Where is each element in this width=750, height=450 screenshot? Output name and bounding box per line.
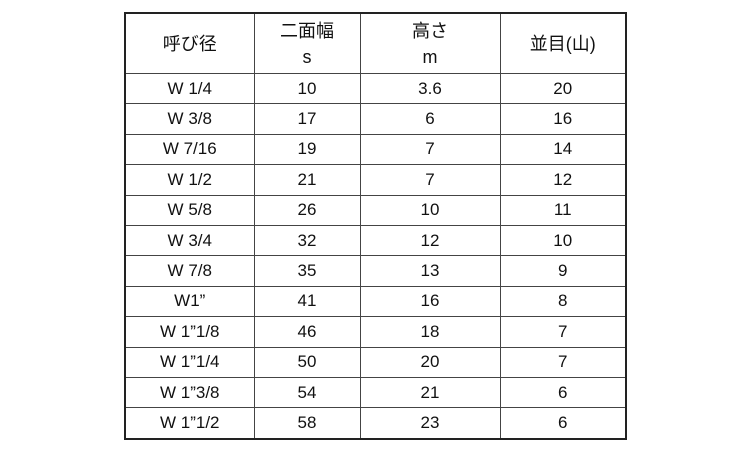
- cell-nominal-diameter: W 1”1/4: [124, 346, 255, 378]
- cell-coarse-pitch: 6: [499, 407, 627, 440]
- cell-width-across-flats: 54: [253, 376, 361, 409]
- cell-nominal-diameter: W 7/16: [124, 133, 255, 166]
- cell-coarse-pitch: 7: [499, 346, 627, 378]
- cell-nominal-diameter: W 1/4: [124, 72, 255, 105]
- cell-height: 3.6: [359, 72, 501, 105]
- cell-height: 23: [359, 407, 501, 440]
- cell-coarse-pitch: 9: [499, 255, 627, 287]
- cell-width-across-flats: 46: [253, 316, 361, 348]
- cell-height: 7: [359, 164, 501, 196]
- table-row: W 3/8 17 6 16: [124, 103, 627, 135]
- cell-nominal-diameter: W 3/4: [124, 224, 255, 257]
- cell-coarse-pitch: 6: [499, 376, 627, 409]
- header-symbol: m: [422, 46, 438, 67]
- cell-width-across-flats: 10: [253, 72, 361, 105]
- cell-width-across-flats: 58: [253, 407, 361, 440]
- cell-height: 6: [359, 103, 501, 135]
- cell-nominal-diameter: W 7/8: [124, 255, 255, 287]
- cell-coarse-pitch: 11: [499, 194, 627, 226]
- header-label: 並目(山): [529, 33, 596, 54]
- header-label: 二面幅: [280, 20, 334, 41]
- table-row: W 1”1/8 46 18 7: [124, 316, 627, 348]
- table-row: W 1”1/2 58 23 6: [124, 407, 627, 440]
- cell-width-across-flats: 21: [253, 164, 361, 196]
- cell-height: 21: [359, 376, 501, 409]
- cell-coarse-pitch: 8: [499, 285, 627, 318]
- cell-nominal-diameter: W 5/8: [124, 194, 255, 226]
- header-symbol: s: [302, 46, 312, 67]
- header-row: 呼び径 二面幅 s 高さ m 並目(山): [124, 12, 627, 74]
- header-height: 高さ m: [359, 12, 501, 74]
- cell-height: 7: [359, 133, 501, 166]
- cell-coarse-pitch: 14: [499, 133, 627, 166]
- table-row: W 5/8 26 10 11: [124, 194, 627, 226]
- cell-width-across-flats: 17: [253, 103, 361, 135]
- cell-height: 13: [359, 255, 501, 287]
- table-row: W1” 41 16 8: [124, 285, 627, 318]
- table-row: W 7/16 19 7 14: [124, 133, 627, 166]
- cell-height: 12: [359, 224, 501, 257]
- table-row: W 1”3/8 54 21 6: [124, 376, 627, 409]
- cell-width-across-flats: 41: [253, 285, 361, 318]
- cell-nominal-diameter: W 3/8: [124, 103, 255, 135]
- cell-width-across-flats: 50: [253, 346, 361, 378]
- cell-coarse-pitch: 7: [499, 316, 627, 348]
- cell-nominal-diameter: W 1”1/8: [124, 316, 255, 348]
- header-nominal-diameter: 呼び径: [124, 12, 255, 74]
- table-row: W 1”1/4 50 20 7: [124, 346, 627, 378]
- cell-nominal-diameter: W 1”1/2: [124, 407, 255, 440]
- cell-nominal-diameter: W1”: [124, 285, 255, 318]
- table-row: W 1/2 21 7 12: [124, 164, 627, 196]
- cell-coarse-pitch: 12: [499, 164, 627, 196]
- cell-width-across-flats: 26: [253, 194, 361, 226]
- header-label: 高さ: [412, 20, 448, 41]
- cell-height: 18: [359, 316, 501, 348]
- cell-width-across-flats: 35: [253, 255, 361, 287]
- cell-coarse-pitch: 16: [499, 103, 627, 135]
- cell-nominal-diameter: W 1/2: [124, 164, 255, 196]
- spec-table: 呼び径 二面幅 s 高さ m 並目(山) W 1/4 10 3.6 20 W 3/8 17 6 16 W …: [124, 12, 627, 440]
- header-label: 呼び径: [162, 33, 217, 54]
- cell-coarse-pitch: 20: [499, 72, 627, 105]
- cell-coarse-pitch: 10: [499, 224, 627, 257]
- cell-width-across-flats: 32: [253, 224, 361, 257]
- table-row: W 7/8 35 13 9: [124, 255, 627, 287]
- header-width-across-flats: 二面幅 s: [253, 12, 361, 74]
- cell-height: 20: [359, 346, 501, 378]
- cell-nominal-diameter: W 1”3/8: [124, 376, 255, 409]
- cell-width-across-flats: 19: [253, 133, 361, 166]
- header-coarse-pitch: 並目(山): [499, 12, 627, 74]
- table-row: W 1/4 10 3.6 20: [124, 72, 627, 105]
- table-row: W 3/4 32 12 10: [124, 224, 627, 257]
- cell-height: 10: [359, 194, 501, 226]
- cell-height: 16: [359, 285, 501, 318]
